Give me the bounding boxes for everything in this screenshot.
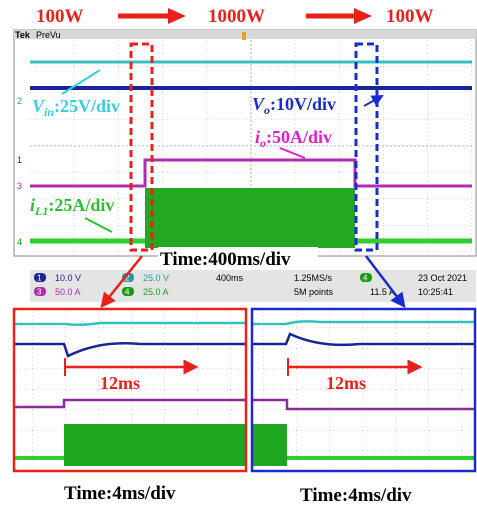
power-step: 100W [36, 6, 84, 27]
sample-rate: 1.25MS/s [294, 273, 333, 283]
channel-scale: 10.0 V [55, 273, 81, 283]
channel-scale: 50.0 A [55, 287, 81, 297]
channel-scale: 25.0 A [143, 287, 169, 297]
status-bar [30, 270, 476, 302]
zoom-panel-left: 12ms [14, 309, 246, 471]
power-step: 100W [386, 6, 434, 27]
time: 10:25:41 [418, 287, 453, 297]
scale: :25V/div [54, 96, 120, 116]
trace-il1-ripple [252, 424, 287, 466]
channel-marker: 3 [17, 181, 22, 191]
step-arrowhead [168, 8, 186, 24]
channel-marker: 4 [17, 237, 22, 247]
record-length: 5M points [294, 287, 334, 297]
channel-id: 3 [37, 288, 42, 297]
page: Oscilloscope load step html, body { marg… [0, 0, 477, 508]
trace-il1-ripple [145, 188, 355, 248]
scale: :25A/div [48, 195, 114, 215]
channel-scale: 25.0 V [143, 273, 169, 283]
date: 23 Oct 2021 [418, 273, 467, 283]
subscript: in [44, 105, 54, 119]
mode: PreVu [36, 30, 61, 40]
body: {"header": {"power_steps": ["100W", "100… [0, 0, 477, 508]
scale: :50A/div [266, 127, 332, 147]
timebase: Time:400ms/div [160, 249, 291, 270]
subscript: L1 [34, 204, 48, 218]
zoom-timebase: Time:4ms/div [300, 485, 412, 506]
duration: 12ms [100, 373, 140, 393]
annotation-io: io:50A/div [255, 127, 332, 150]
power-step: 1000W [208, 6, 265, 27]
trace-il1-ripple [64, 424, 246, 466]
channel-marker: 1 [17, 155, 22, 165]
figure: 100W 1000W 100W Tek PreVu 2 1 3 4 Vin:25… [0, 0, 477, 508]
channel-id: 1 [37, 274, 42, 283]
step-arrowhead [354, 8, 372, 24]
channel-id: 4 [125, 288, 130, 297]
horizontal-scale: 400ms [216, 273, 244, 283]
zoom-timebase: Time:4ms/div [64, 483, 176, 504]
trigger-position [242, 32, 246, 40]
duration: 12ms [326, 373, 366, 393]
scale: :10V/div [270, 94, 336, 114]
channel-marker: 2 [17, 96, 22, 106]
zoom-panel-right: 12ms [252, 309, 476, 471]
trigger-channel: 4 [363, 274, 368, 283]
brand: Tek [15, 30, 31, 40]
